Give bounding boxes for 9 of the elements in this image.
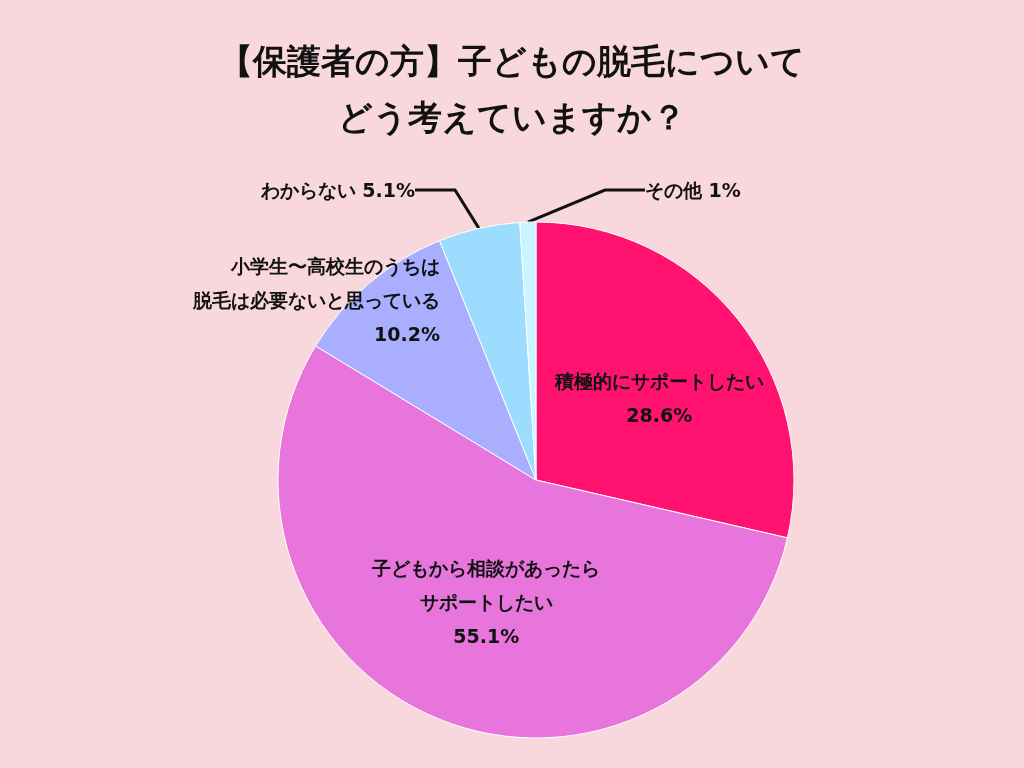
data-label: 28.6% — [626, 403, 693, 426]
data-label: 55.1% — [453, 625, 520, 648]
slice-label: 子どもから相談があったらサポートしたい — [371, 557, 601, 614]
data-label: 10.2% — [374, 323, 440, 345]
chart-title: 【保護者の方】子どもの脱毛についてどう考えていますか？ — [219, 41, 805, 137]
slice-label: わからない 5.1% — [259, 179, 415, 201]
slice-label: 積極的にサポートしたい — [553, 369, 764, 392]
slice-label: 小学生〜高校生のうちは脱毛は必要ないと思っている — [192, 255, 440, 311]
slice-label: その他 1% — [645, 179, 741, 201]
